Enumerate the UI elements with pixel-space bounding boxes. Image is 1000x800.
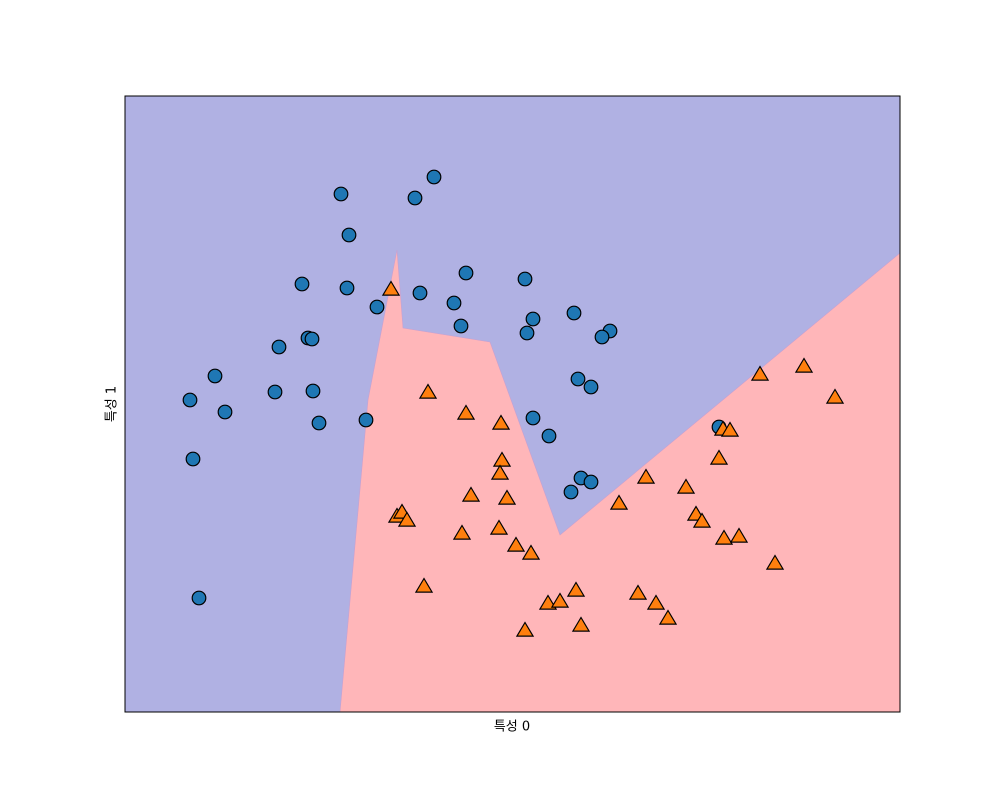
axes-frame [124,95,901,713]
point-circle [358,412,374,428]
point-triangle [461,486,481,502]
point-triangle [418,383,438,399]
point-circle [412,285,428,301]
point-circle [426,169,442,185]
point-circle [458,265,474,281]
point-triangle [628,584,648,600]
point-circle [563,484,579,500]
point-triangle [765,554,785,570]
y-axis-label: 특성 1 [105,386,120,422]
point-triangle [676,478,696,494]
point-triangle [521,544,541,560]
point-circle [407,190,423,206]
point-triangle [489,519,509,535]
point-triangle [381,280,401,296]
plot-area [125,96,901,713]
point-triangle [550,592,570,608]
point-triangle [491,414,511,430]
point-circle [341,227,357,243]
point-triangle [497,489,517,505]
point-triangle [492,451,512,467]
point-triangle [515,621,535,637]
point-circle [304,331,320,347]
point-triangle [397,511,417,527]
point-circle [185,451,201,467]
point-circle [182,392,198,408]
point-circle [311,415,327,431]
point-triangle [720,421,740,437]
point-circle [369,299,385,315]
point-circle [570,371,586,387]
point-triangle [750,365,770,381]
point-triangle [646,594,666,610]
point-circle [583,379,599,395]
point-circle [541,428,557,444]
point-circle [594,329,610,345]
point-circle [333,186,349,202]
point-triangle [692,512,712,528]
point-triangle [506,536,526,552]
point-triangle [658,609,678,625]
point-triangle [709,449,729,465]
point-circle [191,590,207,606]
point-triangle [538,594,558,610]
point-circle [267,384,283,400]
point-circle [446,295,462,311]
point-circle [339,280,355,296]
point-circle [294,276,310,292]
point-triangle [729,527,749,543]
point-circle [217,404,233,420]
point-triangle [452,524,472,540]
point-triangle [636,468,656,484]
point-triangle [566,581,586,597]
point-circle [566,305,582,321]
point-circle [583,474,599,490]
point-triangle [414,577,434,593]
point-triangle [571,616,591,632]
point-circle [517,271,533,287]
point-triangle [825,388,845,404]
point-triangle [456,404,476,420]
point-circle [519,325,535,341]
point-circle [305,383,321,399]
point-circle [453,318,469,334]
point-circle [525,410,541,426]
point-triangle [794,357,814,373]
point-triangle [609,494,629,510]
point-circle [207,368,223,384]
x-axis-label: 특성 0 [494,720,530,735]
point-triangle [490,464,510,480]
point-circle [525,311,541,327]
point-triangle [714,529,734,545]
point-circle [271,339,287,355]
